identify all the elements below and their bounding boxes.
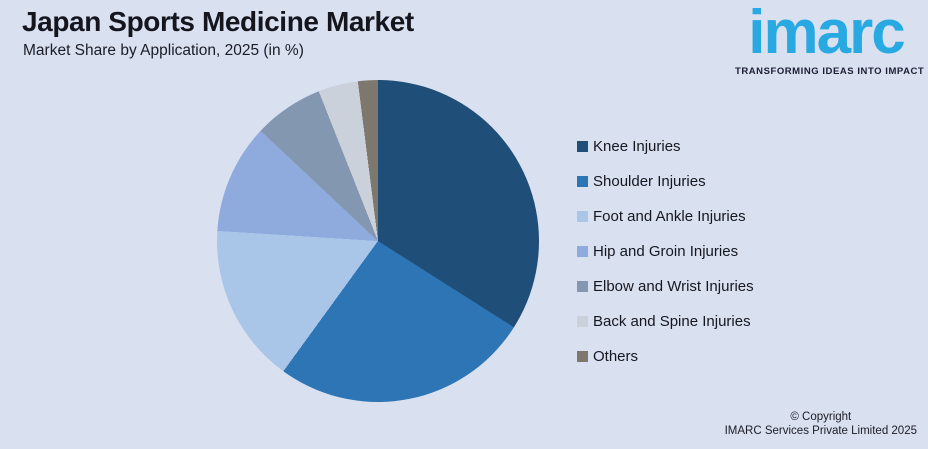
- copyright-line1: © Copyright: [790, 411, 852, 423]
- legend-item: Hip and Groin Injuries: [577, 243, 754, 260]
- pie-chart: [217, 80, 539, 402]
- legend-swatch: [577, 211, 588, 222]
- page-title: Japan Sports Medicine Market: [22, 6, 414, 37]
- copyright-line2: IMARC Services Private Limited 2025: [724, 425, 917, 437]
- legend-label: Shoulder Injuries: [593, 173, 706, 190]
- legend-label: Elbow and Wrist Injuries: [593, 278, 754, 295]
- legend-label: Knee Injuries: [593, 138, 681, 155]
- legend-item: Back and Spine Injuries: [577, 313, 754, 330]
- imarc-logo: imarc TRANSFORMING IDEAS INTO IMPACT: [735, 0, 925, 77]
- legend-label: Foot and Ankle Injuries: [593, 208, 746, 225]
- legend-swatch: [577, 351, 588, 362]
- legend-label: Others: [593, 348, 639, 365]
- copyright-notice: © Copyright IMARC Services Private Limit…: [725, 410, 917, 438]
- legend-swatch: [577, 316, 588, 327]
- legend-label: Hip and Groin Injuries: [593, 243, 739, 260]
- chart-legend: Knee Injuries Shoulder Injuries Foot and A…: [577, 138, 754, 383]
- legend-swatch: [577, 141, 588, 152]
- legend-item: Others: [577, 348, 754, 365]
- legend-item: Knee Injuries: [577, 138, 754, 155]
- legend-item: Shoulder Injuries: [577, 173, 754, 190]
- legend-label: Back and Spine Injuries: [593, 313, 751, 330]
- imarc-tagline: TRANSFORMING IDEAS INTO IMPACT: [735, 66, 925, 77]
- imarc-wordmark: imarc: [748, 0, 905, 67]
- legend-swatch: [577, 176, 588, 187]
- legend-swatch: [577, 281, 588, 292]
- legend-swatch: [577, 246, 588, 257]
- legend-item: Elbow and Wrist Injuries: [577, 278, 754, 295]
- page-subtitle: Market Share by Application, 2025 (in %): [23, 42, 304, 59]
- legend-item: Foot and Ankle Injuries: [577, 208, 754, 225]
